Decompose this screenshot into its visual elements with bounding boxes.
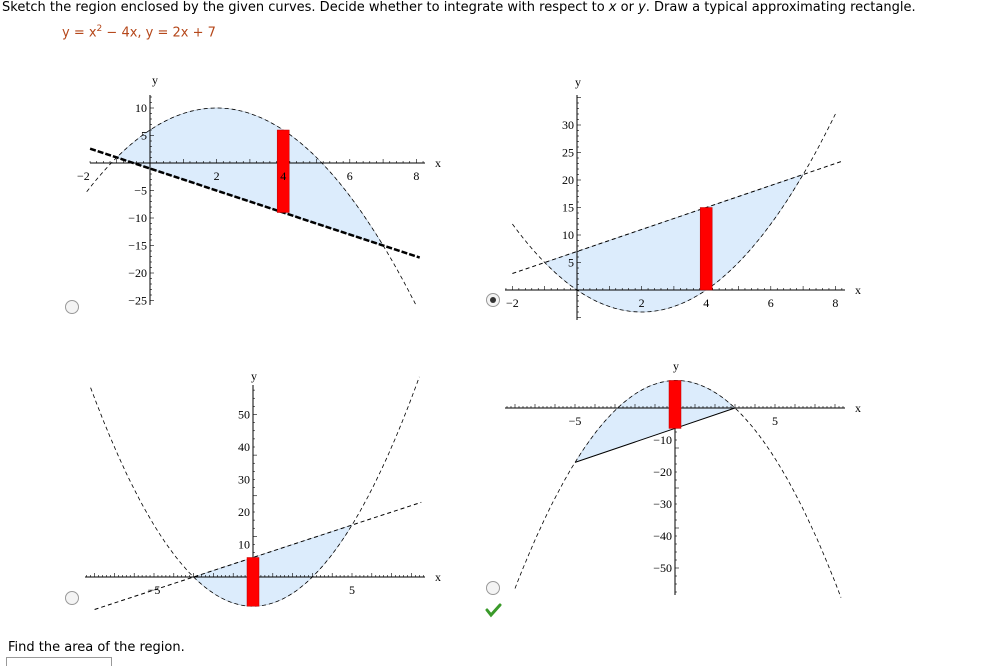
- equation: y = x2 − 4x, y = 2x + 7: [62, 24, 216, 40]
- curve-line: [89, 147, 421, 259]
- region: [116, 107, 384, 246]
- x-tick-label: 4: [280, 169, 286, 183]
- y-tick-label: −15: [128, 239, 147, 253]
- x-tick-label: −5: [148, 583, 161, 597]
- options-graphs: −2 2 4 6 8 10 5 −5 −10 −15 −20 −25 x y −2 2 4 6 8 30 25 20 15 1…: [65, 73, 861, 618]
- y-tick-label: 10: [562, 228, 574, 242]
- y-tick-label: 25: [562, 146, 574, 160]
- question-var: x: [608, 0, 617, 15]
- x-tick-label: 6: [347, 169, 353, 183]
- x-tick-label: −2: [77, 169, 90, 183]
- y-tick-label: −20: [128, 266, 147, 280]
- x-tick-label: 2: [639, 296, 645, 310]
- equation-text: − 4x, y = 2x + 7: [102, 25, 216, 41]
- y-axis-label: y: [152, 73, 158, 87]
- y-tick-label: 10: [135, 101, 147, 115]
- approximating-rectangle: [246, 557, 260, 607]
- radio-button[interactable]: [65, 300, 79, 314]
- curve-parabola: [90, 376, 420, 607]
- y-tick-label: 20: [238, 505, 250, 519]
- y-tick-label: 20: [562, 173, 574, 187]
- equation-exponent: 2: [96, 24, 103, 34]
- curve-parabola: [86, 107, 417, 307]
- x-axis-label: x: [435, 156, 441, 170]
- x-axis-label: x: [855, 401, 861, 415]
- x-tick-label: 2: [214, 169, 220, 183]
- equation-text: y = x: [62, 25, 97, 41]
- x-tick-label: −2: [506, 296, 519, 310]
- y-tick-label: 5: [568, 256, 574, 270]
- y-tick-label: −20: [653, 465, 672, 479]
- y-tick-label: 15: [562, 201, 574, 215]
- region: [574, 380, 736, 464]
- x-tick-label: 8: [832, 296, 838, 310]
- curve-line: [94, 501, 422, 610]
- y-tick-label: 40: [238, 440, 250, 454]
- approximating-rectangle: [699, 207, 713, 291]
- x-tick-label: 5: [772, 414, 778, 428]
- question-var: y: [638, 0, 646, 15]
- curve-parabola: [512, 113, 836, 313]
- y-tick-label: −30: [653, 497, 672, 511]
- y-tick-label: 10: [238, 538, 250, 552]
- radio-button[interactable]: [486, 581, 500, 595]
- y-tick-label: 5: [141, 129, 147, 143]
- question-text: Sketch the region enclosed by the given …: [2, 0, 609, 15]
- y-tick-label: −40: [653, 529, 672, 543]
- x-tick-label: 4: [703, 296, 709, 310]
- y-tick-label: 30: [238, 473, 250, 487]
- approximating-rectangle: [668, 380, 682, 429]
- question: Sketch the region enclosed by the given …: [2, 0, 916, 15]
- y-tick-label: −5: [134, 184, 147, 198]
- curve-line: [512, 160, 843, 274]
- x-tick-label: 8: [413, 169, 419, 183]
- x-tick-label: 5: [349, 583, 355, 597]
- y-axis-label: y: [251, 369, 257, 383]
- y-tick-label: 30: [562, 118, 574, 132]
- x-axis-label: x: [855, 283, 861, 297]
- y-tick-label: 50: [238, 408, 250, 422]
- y-tick-label: −10: [653, 433, 672, 447]
- question-text: . Draw a typical approximating rectangle…: [645, 0, 916, 15]
- footer: Find the area of the region.: [8, 640, 185, 655]
- check-mark: [485, 603, 502, 618]
- x-tick-label: −5: [569, 414, 582, 428]
- x-axis-label: x: [435, 570, 441, 584]
- answer-box[interactable]: [6, 657, 112, 666]
- x-tick-label: 6: [768, 296, 774, 310]
- radio-dot: [490, 297, 496, 303]
- approximating-rectangle: [276, 129, 290, 213]
- y-axis-label: y: [575, 75, 581, 89]
- region: [544, 174, 804, 313]
- curve-line: [574, 407, 736, 463]
- y-tick-label: −10: [128, 211, 147, 225]
- y-tick-label: −50: [653, 561, 672, 575]
- question-text: or: [616, 0, 639, 15]
- radio-button[interactable]: [65, 591, 79, 605]
- region: [193, 524, 353, 607]
- curve-parabola: [514, 380, 842, 598]
- y-tick-label: −25: [128, 294, 147, 308]
- y-axis-label: y: [673, 359, 679, 373]
